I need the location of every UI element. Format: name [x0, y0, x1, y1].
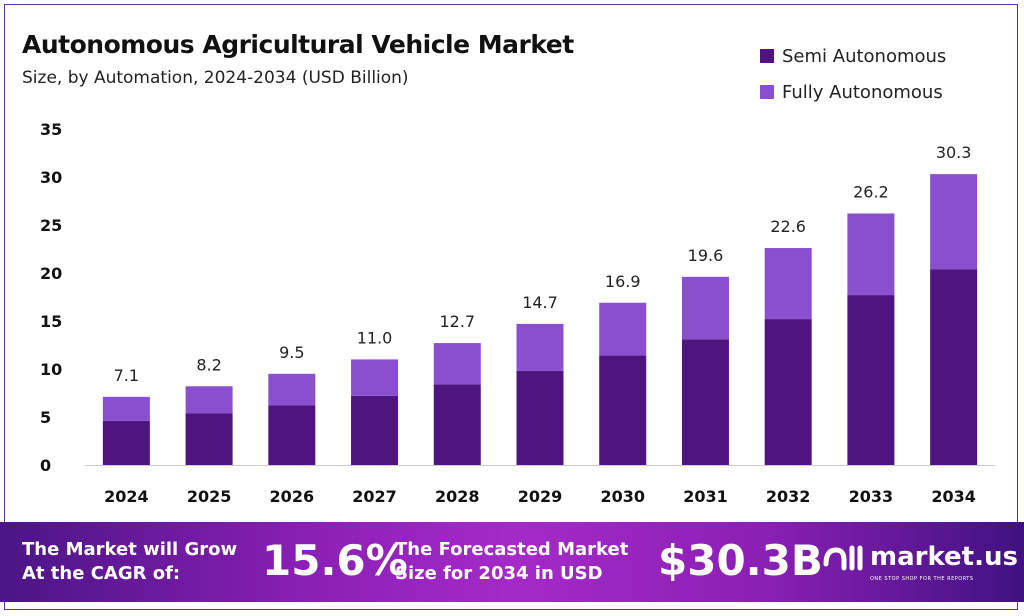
y-tick-label: 25: [40, 216, 62, 235]
legend-swatch: [760, 49, 774, 63]
bar-fully-2031: [681, 276, 729, 340]
cagr-value: 15.6%: [262, 536, 408, 585]
y-tick-label: 10: [40, 360, 62, 379]
bar-fully-2026: [268, 373, 316, 406]
bar-semi-2032: [764, 319, 812, 465]
summary-banner: The Market will Grow At the CAGR of: 15.6…: [0, 522, 1024, 602]
x-tick-label: 2027: [352, 487, 397, 506]
data-label: 8.2: [196, 355, 221, 374]
forecast-value: $30.3B: [658, 536, 823, 585]
legend-label: Semi Autonomous: [782, 45, 947, 67]
bar-fully-2025: [185, 386, 233, 414]
y-tick-label: 5: [40, 408, 51, 427]
data-label: 16.9: [605, 272, 641, 291]
bar-fully-2032: [764, 248, 812, 320]
forecast-label-line: Size for 2034 in USD: [395, 563, 603, 584]
x-tick-label: 2032: [766, 487, 811, 506]
x-tick-label: 2026: [270, 487, 315, 506]
x-tick-label: 2028: [435, 487, 480, 506]
forecast-label: The Forecasted Market Size for 2034 in US…: [395, 538, 628, 586]
logo-icon: [823, 545, 863, 571]
bar-fully-2033: [847, 213, 895, 296]
bar-semi-2024: [102, 420, 150, 465]
legend-item-fully: Fully Autonomous: [760, 74, 946, 110]
y-tick-label: 15: [40, 312, 62, 331]
data-label: 7.1: [114, 366, 139, 385]
data-label: 9.5: [279, 343, 304, 362]
market-us-logo: market.us: [822, 542, 1018, 572]
bar-semi-2029: [516, 370, 564, 465]
x-tick-label: 2034: [931, 487, 976, 506]
bar-fully-2034: [930, 174, 978, 270]
data-label: 14.7: [522, 293, 558, 312]
bar-semi-2031: [681, 339, 729, 465]
legend: Semi Autonomous Fully Autonomous: [760, 38, 946, 110]
bar-semi-2034: [930, 269, 978, 465]
cagr-label-line: The Market will Grow: [22, 539, 238, 560]
x-tick-label: 2033: [849, 487, 894, 506]
bar-semi-2025: [185, 413, 233, 465]
x-tick-label: 2024: [104, 487, 149, 506]
legend-swatch: [760, 85, 774, 99]
x-tick-label: 2030: [600, 487, 645, 506]
bar-semi-2030: [599, 355, 647, 465]
logo-text: market.us: [870, 542, 1018, 572]
forecast-label-line: The Forecasted Market: [395, 539, 629, 560]
bar-fully-2027: [351, 359, 399, 396]
y-tick-label: 30: [40, 168, 62, 187]
bar-semi-2033: [847, 295, 895, 465]
chart-title: Autonomous Agricultural Vehicle Market: [22, 30, 574, 59]
x-tick-label: 2029: [518, 487, 563, 506]
bar-semi-2028: [433, 384, 481, 465]
legend-label: Fully Autonomous: [782, 81, 943, 103]
bar-semi-2027: [351, 395, 399, 465]
legend-item-semi: Semi Autonomous: [760, 38, 946, 74]
x-tick-label: 2025: [187, 487, 232, 506]
chart-subtitle: Size, by Automation, 2024-2034 (USD Bill…: [22, 68, 409, 88]
cagr-label: The Market will Grow At the CAGR of:: [22, 538, 237, 586]
bar-fully-2029: [516, 323, 564, 371]
y-tick-label: 20: [40, 264, 62, 283]
bar-fully-2024: [102, 396, 150, 421]
data-label: 12.7: [439, 312, 475, 331]
cagr-label-line: At the CAGR of:: [22, 563, 181, 584]
data-label: 30.3: [936, 143, 972, 162]
frame: [4, 4, 1018, 610]
data-label: 19.6: [688, 246, 724, 265]
y-tick-label: 35: [40, 120, 62, 139]
bar-chart: 051015202530357.120248.220259.5202611.02…: [40, 120, 995, 506]
x-tick-label: 2031: [683, 487, 728, 506]
logo-tagline: ONE STOP SHOP FOR THE REPORTS: [870, 576, 974, 582]
y-tick-label: 0: [40, 456, 51, 475]
data-label: 22.6: [770, 217, 806, 236]
data-label: 11.0: [357, 328, 393, 347]
bar-fully-2028: [433, 343, 481, 385]
bar-semi-2026: [268, 405, 316, 465]
data-label: 26.2: [853, 182, 889, 201]
bar-fully-2030: [599, 302, 647, 356]
